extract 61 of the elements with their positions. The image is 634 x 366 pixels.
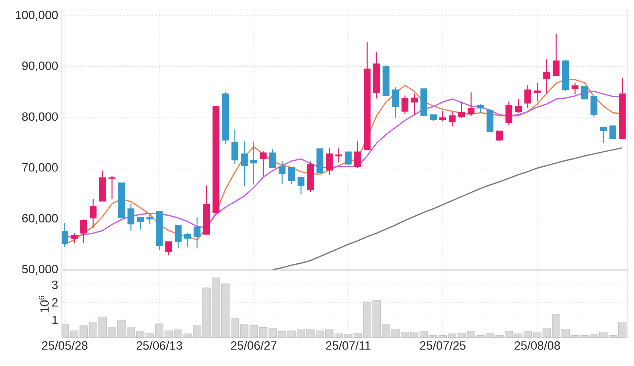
x-tick-label: 25/06/27	[231, 341, 277, 350]
candlestick	[269, 149, 276, 168]
candlestick	[600, 126, 608, 144]
candlestick	[552, 34, 560, 76]
candlestick	[166, 242, 172, 256]
candlestick	[250, 141, 258, 186]
y-tick-label: 80,000	[22, 112, 58, 122]
candlestick	[354, 140, 362, 169]
candlestick	[610, 125, 617, 140]
candlestick	[232, 129, 239, 165]
candlestick	[515, 98, 522, 114]
x-tick-label: 25/08/08	[514, 341, 560, 350]
candlestick	[345, 152, 352, 166]
candlestick	[486, 108, 494, 132]
candlestick	[80, 219, 88, 244]
y-tick-label: 70,000	[22, 163, 58, 174]
x-tick-label: 25/07/11	[326, 341, 371, 350]
candlestick	[128, 204, 135, 232]
candlestick	[336, 148, 342, 164]
candlestick	[524, 84, 532, 109]
candlestick	[278, 160, 286, 186]
candlestick	[506, 101, 513, 126]
candlestick	[402, 95, 409, 114]
y-tick-label: 90,000	[22, 62, 58, 72]
candlestick	[449, 111, 456, 128]
candlestick	[440, 110, 446, 122]
candlestick	[108, 175, 116, 200]
candlestick	[146, 214, 154, 225]
candlestick	[326, 148, 334, 176]
candlestick	[411, 93, 418, 116]
candlestick	[298, 177, 305, 195]
candlestick	[184, 232, 192, 248]
candlestick	[288, 167, 296, 186]
y-tick-label: 60,000	[22, 214, 58, 224]
candlestick	[590, 96, 598, 118]
x-tick-label: 25/07/25	[420, 341, 466, 350]
y-tick-label: 3	[52, 280, 58, 290]
candlestick	[572, 82, 579, 96]
x-tick-label: 25/05/28	[42, 341, 88, 350]
candlestick	[544, 59, 550, 94]
y-axis-title: 10$^{6}$	[38, 296, 49, 313]
candlestick	[71, 232, 78, 244]
candlestick	[468, 92, 475, 117]
y-tick-label: 2	[52, 298, 58, 307]
candlestick	[241, 140, 248, 187]
y-tick-label: 1	[52, 316, 58, 324]
candlestick	[194, 217, 201, 250]
y-tick-label: 100,000	[16, 10, 58, 21]
x-tick-label: 25/06/13	[136, 341, 182, 350]
candlestick	[581, 86, 588, 100]
y-tick-label: 50,000	[22, 265, 58, 275]
candlestick	[392, 87, 400, 119]
candlestick	[99, 170, 106, 202]
candlestick	[90, 198, 97, 229]
candlestick	[260, 151, 267, 177]
candlestick	[316, 148, 324, 174]
candlestick	[174, 225, 182, 250]
candlestick	[534, 82, 541, 102]
candlestick	[496, 130, 504, 142]
candlestick	[137, 217, 144, 230]
candlestick	[458, 101, 466, 120]
